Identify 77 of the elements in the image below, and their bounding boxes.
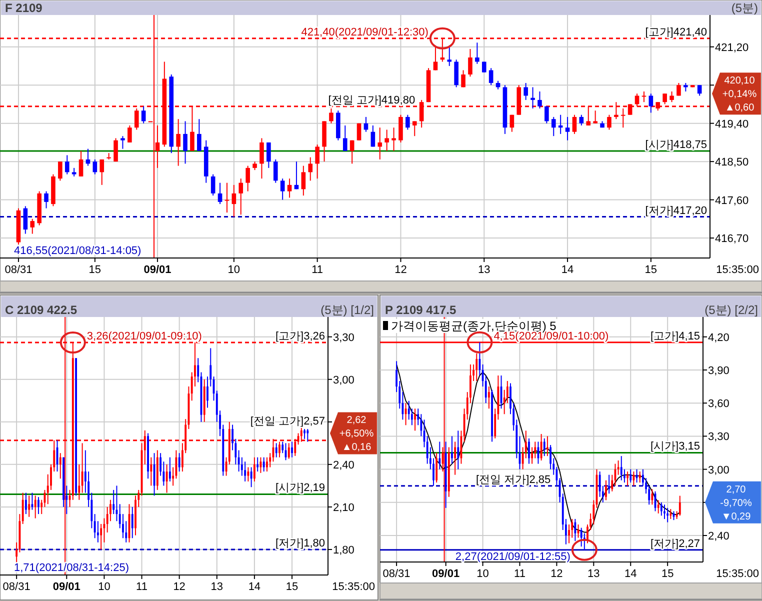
ref-line-label: [고가]4,15 bbox=[650, 330, 700, 342]
ref-line-label: [저가]1,80 bbox=[275, 537, 325, 550]
x-tick-label: 12 bbox=[173, 581, 186, 593]
text: ▲0,60 bbox=[724, 102, 755, 114]
y-tick-label: 417,60 bbox=[715, 194, 749, 207]
annotation: 2,27(2021/09/01-12:55) bbox=[455, 551, 570, 563]
x-tick-label: 10 bbox=[98, 581, 110, 593]
x-tick-label: 08/31 bbox=[382, 568, 410, 580]
text: 2,70 bbox=[726, 484, 746, 496]
x-tick-label: 09/01 bbox=[144, 264, 172, 276]
annotation: 3,26(2021/09/01-09:10) bbox=[86, 330, 202, 343]
y-tick-label: 4,20 bbox=[708, 332, 730, 344]
x-tick-label: 11 bbox=[514, 568, 526, 580]
x-tick-label: 09/01 bbox=[432, 568, 460, 580]
text: 420,10 bbox=[724, 76, 756, 87]
text: (5분) [2/2] bbox=[704, 303, 758, 317]
ref-line-label: [전일 저가]2,85 bbox=[476, 474, 551, 486]
y-tick-label: 1,80 bbox=[333, 544, 354, 556]
y-tick-label: 3,30 bbox=[333, 332, 354, 344]
y-tick-label: 3,30 bbox=[708, 431, 730, 444]
y-tick-label: 3,60 bbox=[708, 398, 730, 410]
y-tick-label: 421,20 bbox=[715, 42, 749, 54]
x-tick-label: 08/31 bbox=[4, 264, 32, 276]
ref-line-label: [시가]2,19 bbox=[275, 482, 325, 494]
y-tick-label: 416,70 bbox=[715, 233, 749, 246]
y-tick-label: 419,40 bbox=[715, 118, 749, 130]
text: -9,70% bbox=[720, 498, 752, 509]
ref-line-label: [고가]3,26 bbox=[275, 330, 325, 343]
annotation: 4,15(2021/09/01-10:00) bbox=[494, 330, 609, 342]
y-tick-label: 2,40 bbox=[708, 530, 730, 543]
x-tick-label: 13 bbox=[588, 568, 600, 580]
y-tick-label: 3,00 bbox=[708, 464, 730, 476]
text: (5분) bbox=[731, 1, 758, 15]
ref-line-label: [전일 고가]419,80 bbox=[328, 94, 416, 106]
x-tick-label: 12 bbox=[550, 568, 563, 580]
x-tick-label: 10 bbox=[228, 264, 240, 276]
ref-line-label: [전일 고가]2,57 bbox=[250, 415, 325, 428]
x-tick-label: 13 bbox=[210, 581, 224, 593]
y-tick-label: 2,10 bbox=[333, 502, 354, 514]
x-tick-label: 13 bbox=[478, 264, 490, 276]
x-tick-label: 10 bbox=[476, 568, 489, 580]
text: 2,62 bbox=[346, 415, 367, 426]
text: ▲0,16 bbox=[342, 442, 372, 454]
legend-label: 가격이동평균(종가,단순이평) 5 bbox=[391, 319, 557, 333]
x-tick-label: 15 bbox=[286, 581, 298, 593]
x-tick-label: 14 bbox=[561, 264, 574, 276]
text: 15:35:00 bbox=[716, 264, 759, 276]
x-tick-label: 08/31 bbox=[2, 581, 30, 593]
text: (5분) [1/2] bbox=[320, 303, 374, 317]
ref-line-label: [시가]3,15 bbox=[650, 440, 700, 453]
ref-line-label: [저가]2,27 bbox=[650, 538, 700, 550]
y-tick-label: 418,50 bbox=[715, 156, 749, 169]
y-tick-label: 3,90 bbox=[708, 364, 730, 377]
x-tick-label: 11 bbox=[136, 581, 148, 593]
ref-line-label: [저가]417,20 bbox=[645, 204, 707, 217]
x-tick-label: 14 bbox=[248, 581, 261, 593]
text: ▼0,29 bbox=[721, 511, 752, 522]
x-tick-label: 12 bbox=[394, 264, 407, 276]
x-tick-label: 15 bbox=[644, 264, 658, 276]
ref-line-label: [시가]418,75 bbox=[645, 138, 707, 151]
chart-title: F 2109 bbox=[5, 1, 43, 15]
chart-title: C 2109 422.5 bbox=[5, 303, 78, 317]
x-tick-label: 15 bbox=[88, 264, 102, 276]
x-tick-label: 09/01 bbox=[52, 581, 80, 593]
text: 15:35:00 bbox=[332, 581, 375, 593]
text: 15:35:00 bbox=[716, 568, 759, 580]
text: +0,14% bbox=[722, 89, 757, 100]
y-tick-label: 2,40 bbox=[333, 459, 354, 472]
chart-title: P 2109 417.5 bbox=[385, 303, 457, 317]
text: +6,50% bbox=[339, 428, 374, 440]
x-tick-label: 15 bbox=[661, 568, 674, 580]
x-tick-label: 11 bbox=[312, 264, 324, 276]
annotation: 421,40(2021/09/01-12:30) bbox=[301, 26, 428, 38]
x-tick-label: 14 bbox=[624, 568, 637, 580]
ref-line-label: [고가]421,40 bbox=[645, 26, 707, 38]
y-tick-label: 3,00 bbox=[333, 374, 354, 386]
annotation: 416,55(2021/08/31-14:05) bbox=[14, 245, 142, 257]
